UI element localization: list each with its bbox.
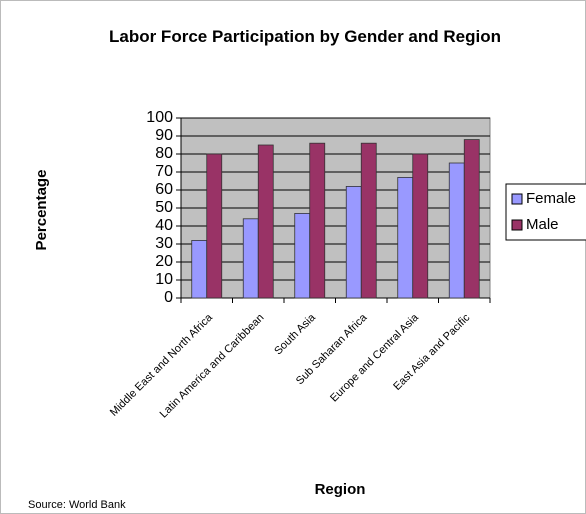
x-axis-label: Region bbox=[315, 481, 366, 498]
y-tick-label: 60 bbox=[155, 181, 173, 198]
bar bbox=[412, 153, 429, 299]
y-tick-label: 70 bbox=[155, 163, 173, 180]
legend-swatch bbox=[511, 193, 523, 205]
bar bbox=[191, 239, 208, 299]
bar bbox=[463, 139, 480, 299]
y-tick-label: 40 bbox=[155, 217, 173, 234]
legend-label: Male bbox=[526, 216, 559, 233]
y-tick-label: 30 bbox=[155, 235, 173, 252]
y-tick-label: 90 bbox=[155, 127, 173, 144]
y-tick-label: 100 bbox=[146, 109, 173, 126]
source: Source: World Bank bbox=[28, 499, 126, 511]
legend-label: Female bbox=[526, 190, 576, 207]
bar bbox=[206, 153, 223, 299]
bar bbox=[360, 142, 377, 299]
y-tick-label: 0 bbox=[164, 289, 173, 306]
legend-swatch bbox=[511, 219, 523, 231]
chart-title: Labor Force Participation by Gender and … bbox=[108, 27, 501, 46]
bar bbox=[242, 218, 259, 299]
y-tick-label: 10 bbox=[155, 271, 173, 288]
bar bbox=[294, 212, 311, 299]
y-axis-label: Percentage bbox=[33, 170, 50, 251]
bar bbox=[345, 185, 362, 299]
bar bbox=[448, 162, 465, 299]
y-tick-label: 80 bbox=[155, 145, 173, 162]
bar bbox=[309, 142, 326, 299]
legend-box bbox=[505, 183, 586, 241]
bar bbox=[257, 144, 274, 299]
y-tick-label: 20 bbox=[155, 253, 173, 270]
bar bbox=[397, 176, 414, 299]
y-tick-label: 50 bbox=[155, 199, 173, 216]
